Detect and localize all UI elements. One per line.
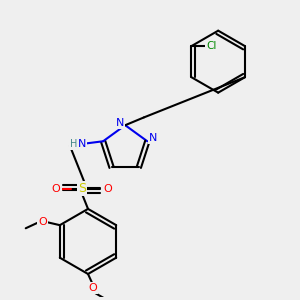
Text: N: N: [149, 133, 157, 143]
Text: O: O: [38, 217, 47, 227]
Text: O: O: [88, 283, 97, 293]
Text: O: O: [52, 184, 61, 194]
Text: S: S: [78, 182, 86, 195]
Text: H: H: [70, 140, 77, 149]
Text: O: O: [103, 184, 112, 194]
Text: N: N: [78, 140, 86, 149]
Text: Cl: Cl: [206, 41, 217, 51]
Text: N: N: [116, 118, 124, 128]
